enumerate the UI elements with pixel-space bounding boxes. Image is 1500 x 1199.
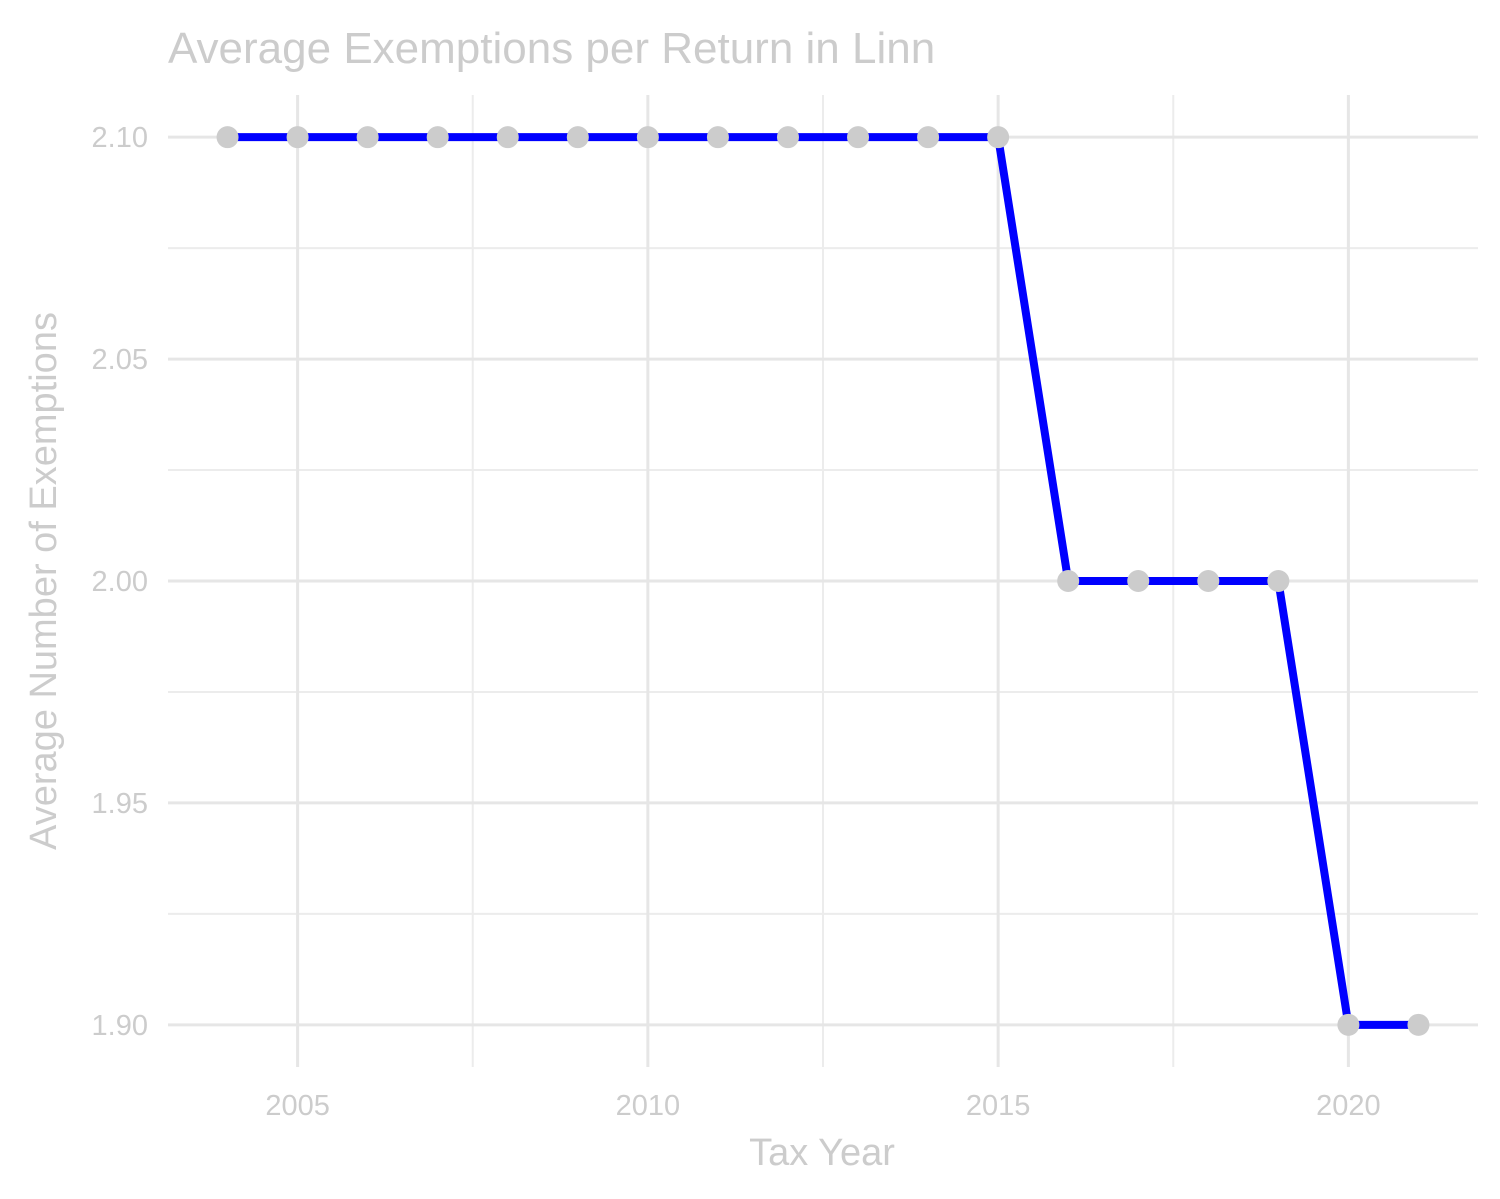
x-tick-label: 2005 — [265, 1090, 330, 1122]
data-point — [636, 126, 659, 149]
y-tick-label: 1.90 — [92, 1010, 148, 1042]
y-tick-label: 1.95 — [92, 788, 148, 820]
data-point — [776, 126, 799, 149]
y-tick-label: 2.00 — [92, 566, 148, 598]
x-tick-label: 2015 — [966, 1090, 1031, 1122]
data-point — [987, 126, 1010, 149]
y-axis-tick-labels: 1.90 1.95 2.00 2.05 2.10 — [92, 122, 148, 1042]
y-axis-title: Average Number of Exemptions — [23, 312, 65, 850]
data-point — [847, 126, 870, 149]
x-axis-tick-labels: 2005 2010 2015 2020 — [265, 1090, 1380, 1122]
data-point — [1197, 570, 1220, 592]
x-tick-label: 2020 — [1316, 1090, 1381, 1122]
data-point — [1127, 570, 1150, 592]
data-point — [1267, 570, 1290, 592]
x-axis-title: Tax Year — [749, 1132, 895, 1174]
data-point — [1057, 570, 1080, 592]
data-point — [1337, 1013, 1360, 1036]
x-tick-label: 2010 — [616, 1090, 681, 1122]
data-point — [496, 126, 519, 149]
data-point — [356, 126, 379, 149]
data-point — [706, 126, 729, 149]
series-lines — [227, 133, 1419, 1029]
data-points — [216, 126, 1430, 1036]
data-point — [566, 126, 589, 149]
data-point — [286, 126, 309, 149]
series-line — [227, 133, 1419, 1029]
y-tick-label: 2.05 — [92, 344, 148, 376]
y-tick-label: 2.10 — [92, 122, 148, 154]
data-point — [426, 126, 449, 149]
chart-title: Average Exemptions per Return in Linn — [168, 24, 935, 73]
data-point — [917, 126, 940, 149]
data-point — [1407, 1013, 1430, 1036]
data-point — [216, 126, 239, 149]
